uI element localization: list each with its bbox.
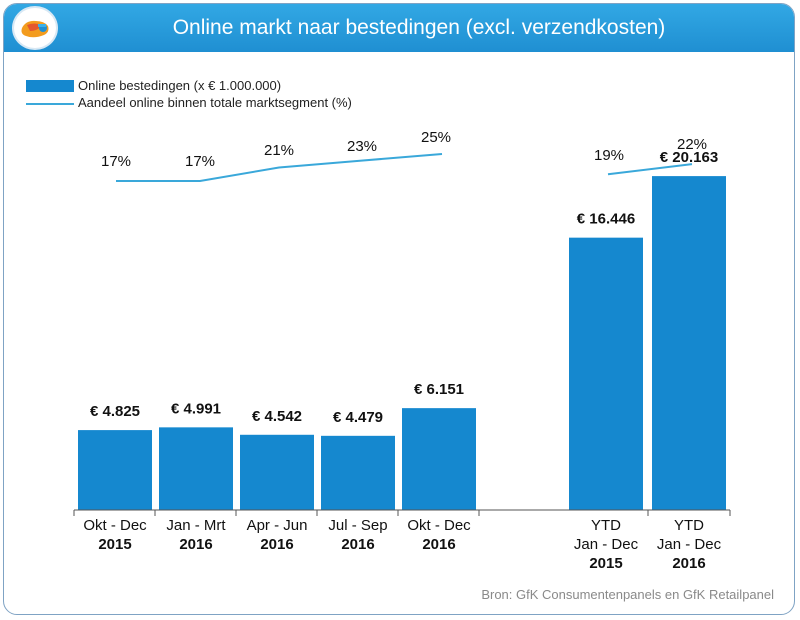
bar-0 — [78, 430, 152, 510]
x-tick-label-6-0: YTD — [674, 517, 704, 534]
x-tick-label-6-1: Jan - Dec — [657, 536, 722, 553]
bar-value-label-5: € 16.446 — [577, 211, 635, 228]
x-tick-label-3-0: Jul - Sep — [328, 517, 387, 534]
x-tick-label-1-1: 2016 — [179, 536, 212, 553]
x-tick-label-5-2: 2015 — [589, 555, 622, 572]
x-tick-label-2-1: 2016 — [260, 536, 293, 553]
share-line-segment-0 — [116, 153, 443, 182]
legend-swatch-line — [26, 103, 74, 105]
share-line-segment-1 — [607, 163, 693, 176]
x-tick-label-4-1: 2016 — [422, 536, 455, 553]
bar-value-label-4: € 6.151 — [414, 381, 464, 398]
x-tick-label-5-1: Jan - Dec — [574, 536, 639, 553]
share-label-5: 19% — [594, 147, 624, 164]
bar-value-label-1: € 4.991 — [171, 400, 221, 417]
x-tick-label-0-1: 2015 — [98, 536, 131, 553]
chart-area: € 4.825 € 4.991 € 4.542 € 4.479 € 6.151 € 16.… — [73, 129, 731, 572]
gfk-logo — [12, 6, 58, 50]
bar-value-label-2: € 4.542 — [252, 408, 302, 425]
share-label-3: 23% — [347, 138, 377, 155]
legend-label-line: Aandeel online binnen totale marktsegmen… — [78, 95, 352, 110]
logo-icon — [21, 20, 49, 38]
x-tick-label-1-0: Jan - Mrt — [166, 517, 226, 534]
bar-4 — [402, 408, 476, 510]
share-label-0: 17% — [101, 153, 131, 170]
legend-swatch-bar — [26, 80, 74, 92]
bar-1 — [159, 427, 233, 510]
share-label-4: 25% — [421, 129, 451, 146]
chart-frame: Online markt naar bestedingen (excl. ver… — [3, 3, 795, 615]
bar-5 — [569, 237, 643, 510]
x-tick-label-5-0: YTD — [591, 517, 621, 534]
bar-value-label-0: € 4.825 — [90, 403, 140, 420]
bar-2 — [240, 434, 314, 510]
source-note: Bron: GfK Consumentenpanels en GfK Retai… — [481, 587, 774, 602]
x-tick-label-4-0: Okt - Dec — [407, 517, 471, 534]
x-tick-label-3-1: 2016 — [341, 536, 374, 553]
bar-value-label-3: € 4.479 — [333, 409, 383, 426]
bar-6 — [652, 176, 726, 511]
x-tick-label-0-0: Okt - Dec — [83, 517, 147, 534]
chart-title: Online markt naar bestedingen (excl. ver… — [172, 16, 666, 39]
share-label-1: 17% — [185, 153, 215, 170]
share-label-2: 21% — [264, 142, 294, 159]
legend-label-bars: Online bestedingen (x € 1.000.000) — [78, 78, 282, 93]
x-tick-label-6-2: 2016 — [672, 555, 705, 572]
title-bar: Online markt naar bestedingen (excl. ver… — [4, 4, 794, 52]
x-tick-label-2-0: Apr - Jun — [247, 517, 308, 534]
bar-3 — [321, 435, 395, 510]
share-label-6: 22% — [677, 136, 707, 153]
bar-value-label-6: € 20.163 — [660, 149, 718, 166]
